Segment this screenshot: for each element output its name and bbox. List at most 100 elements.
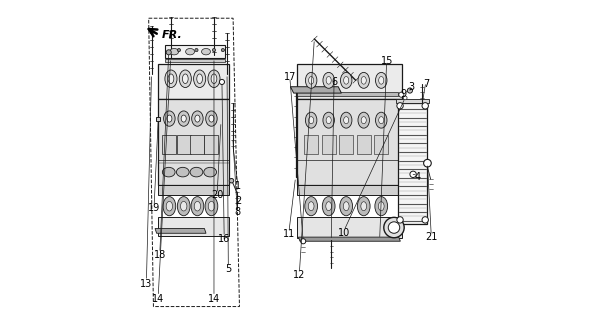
Polygon shape bbox=[205, 134, 218, 154]
Text: 9: 9 bbox=[400, 89, 407, 99]
Ellipse shape bbox=[323, 72, 334, 88]
Ellipse shape bbox=[178, 197, 190, 216]
Ellipse shape bbox=[176, 167, 189, 177]
Ellipse shape bbox=[305, 197, 317, 216]
Circle shape bbox=[388, 222, 400, 233]
Ellipse shape bbox=[305, 72, 317, 88]
Polygon shape bbox=[158, 217, 229, 236]
Ellipse shape bbox=[168, 74, 174, 84]
Ellipse shape bbox=[376, 112, 387, 128]
Text: 8: 8 bbox=[234, 207, 240, 217]
Ellipse shape bbox=[164, 111, 175, 126]
Polygon shape bbox=[297, 92, 398, 96]
Ellipse shape bbox=[185, 49, 194, 55]
Polygon shape bbox=[176, 134, 191, 154]
Ellipse shape bbox=[205, 197, 218, 216]
Ellipse shape bbox=[202, 49, 211, 55]
Ellipse shape bbox=[326, 202, 332, 211]
Text: 4: 4 bbox=[415, 172, 421, 181]
Text: 7: 7 bbox=[423, 79, 429, 89]
Ellipse shape bbox=[379, 117, 384, 124]
Circle shape bbox=[422, 103, 428, 109]
Polygon shape bbox=[158, 100, 229, 186]
Polygon shape bbox=[357, 135, 371, 154]
Polygon shape bbox=[304, 135, 318, 154]
Text: 2: 2 bbox=[236, 196, 242, 206]
Circle shape bbox=[195, 49, 198, 52]
Ellipse shape bbox=[358, 197, 370, 216]
Ellipse shape bbox=[163, 197, 176, 216]
Text: 12: 12 bbox=[293, 270, 305, 280]
Ellipse shape bbox=[178, 111, 190, 126]
Ellipse shape bbox=[361, 117, 366, 124]
Ellipse shape bbox=[340, 112, 352, 128]
Polygon shape bbox=[322, 135, 335, 154]
Circle shape bbox=[178, 49, 181, 52]
Text: 15: 15 bbox=[380, 56, 393, 66]
Text: 14: 14 bbox=[152, 293, 164, 304]
Polygon shape bbox=[395, 99, 429, 103]
Circle shape bbox=[410, 171, 416, 178]
Text: FR.: FR. bbox=[161, 30, 182, 40]
Ellipse shape bbox=[344, 76, 349, 84]
Polygon shape bbox=[297, 217, 402, 238]
Ellipse shape bbox=[165, 70, 177, 87]
Ellipse shape bbox=[322, 197, 335, 216]
Text: 16: 16 bbox=[218, 234, 230, 244]
Polygon shape bbox=[374, 135, 388, 154]
Ellipse shape bbox=[179, 70, 191, 87]
Ellipse shape bbox=[211, 74, 217, 84]
Polygon shape bbox=[156, 117, 160, 121]
Polygon shape bbox=[297, 100, 402, 186]
Text: 17: 17 bbox=[284, 72, 296, 82]
Ellipse shape bbox=[195, 115, 200, 122]
Circle shape bbox=[384, 217, 404, 238]
Ellipse shape bbox=[181, 115, 186, 122]
Polygon shape bbox=[164, 59, 225, 62]
Polygon shape bbox=[190, 134, 205, 154]
Text: 14: 14 bbox=[208, 293, 220, 304]
Text: 10: 10 bbox=[338, 228, 350, 238]
Circle shape bbox=[301, 239, 306, 244]
Ellipse shape bbox=[170, 49, 179, 55]
Ellipse shape bbox=[375, 197, 388, 216]
Circle shape bbox=[212, 49, 215, 52]
Polygon shape bbox=[164, 45, 225, 58]
Text: 5: 5 bbox=[225, 264, 232, 274]
Circle shape bbox=[407, 88, 412, 93]
Ellipse shape bbox=[197, 74, 203, 84]
Ellipse shape bbox=[181, 201, 187, 211]
Ellipse shape bbox=[323, 112, 334, 128]
Circle shape bbox=[424, 159, 431, 167]
Polygon shape bbox=[155, 228, 206, 233]
Ellipse shape bbox=[163, 167, 175, 177]
Ellipse shape bbox=[340, 197, 353, 216]
Ellipse shape bbox=[308, 117, 314, 124]
Polygon shape bbox=[290, 87, 341, 93]
Ellipse shape bbox=[358, 72, 370, 88]
Text: 18: 18 bbox=[154, 250, 166, 260]
Ellipse shape bbox=[361, 202, 367, 211]
Ellipse shape bbox=[194, 201, 200, 211]
Ellipse shape bbox=[344, 117, 349, 124]
Circle shape bbox=[399, 92, 404, 97]
Ellipse shape bbox=[379, 202, 384, 211]
Polygon shape bbox=[297, 64, 402, 100]
Circle shape bbox=[422, 217, 428, 223]
Ellipse shape bbox=[166, 201, 173, 211]
Circle shape bbox=[403, 96, 407, 100]
Ellipse shape bbox=[376, 72, 387, 88]
Ellipse shape bbox=[379, 76, 384, 84]
Text: 3: 3 bbox=[409, 82, 415, 92]
Ellipse shape bbox=[191, 197, 204, 216]
Polygon shape bbox=[163, 134, 176, 154]
Ellipse shape bbox=[191, 111, 203, 126]
Text: 6: 6 bbox=[331, 77, 337, 87]
Circle shape bbox=[220, 79, 224, 84]
Polygon shape bbox=[398, 103, 427, 224]
Ellipse shape bbox=[305, 112, 317, 128]
Ellipse shape bbox=[206, 111, 217, 126]
Ellipse shape bbox=[208, 70, 220, 87]
Text: 20: 20 bbox=[211, 190, 223, 200]
Circle shape bbox=[166, 50, 171, 55]
